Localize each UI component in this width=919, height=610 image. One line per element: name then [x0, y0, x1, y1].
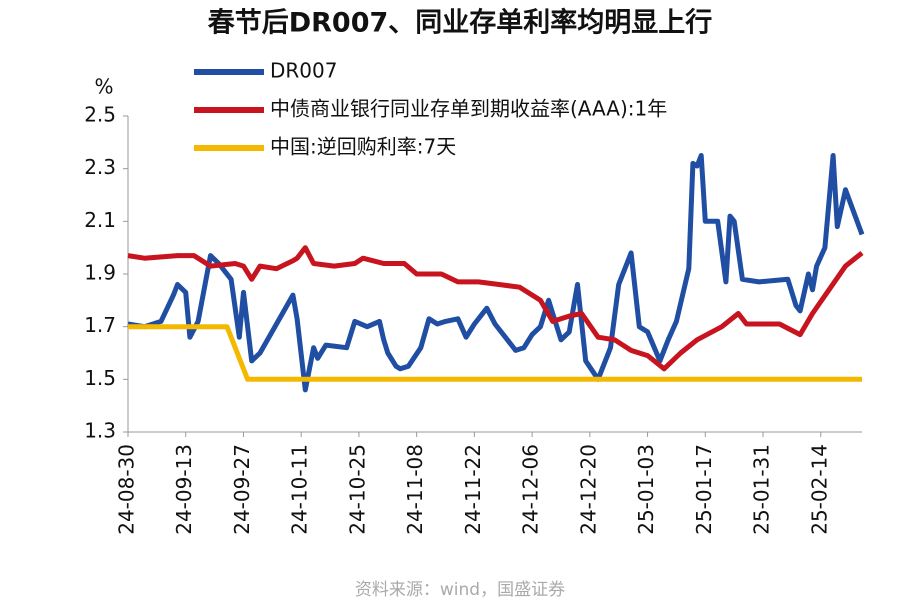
x-tick-label: 24-12-20: [576, 444, 600, 535]
x-tick-label: 24-10-25: [345, 444, 369, 535]
legend-label: DR007: [270, 59, 337, 83]
x-tick-label: 24-12-06: [519, 444, 543, 535]
series-line: [128, 324, 862, 382]
y-tick-label: 2.1: [84, 208, 116, 232]
x-tick-label: 25-01-03: [634, 444, 658, 535]
y-tick-label: 1.9: [84, 261, 116, 285]
legend-label: 中债商业银行同业存单到期收益率(AAA):1年: [270, 97, 667, 121]
x-tick-label: 25-01-17: [692, 444, 716, 535]
x-tick-label: 24-11-22: [461, 444, 485, 535]
x-tick-label: 24-08-30: [115, 444, 139, 535]
chart-title: 春节后DR007、同业存单利率均明显上行: [208, 7, 713, 39]
y-tick-label: 2.5: [84, 103, 116, 127]
x-tick-label: 24-11-08: [403, 444, 427, 535]
x-tick-label: 24-09-13: [172, 444, 196, 535]
legend-label: 中国:逆回购利率:7天: [270, 135, 456, 159]
series-line: [127, 153, 865, 393]
x-tick-label: 24-10-11: [288, 444, 312, 535]
x-tick-label: 24-09-27: [230, 444, 254, 535]
x-tick-label: 25-02-14: [807, 444, 831, 535]
y-tick-label: 1.5: [84, 366, 116, 390]
source-note: 资料来源：wind，国盛证券: [355, 580, 565, 600]
series-line: [127, 245, 864, 372]
y-tick-label: 2.3: [84, 155, 116, 179]
x-tick-label: 25-01-31: [750, 444, 774, 535]
y-axis-label: %: [94, 75, 113, 99]
y-tick-label: 1.3: [84, 419, 116, 443]
y-tick-label: 1.7: [84, 313, 116, 337]
